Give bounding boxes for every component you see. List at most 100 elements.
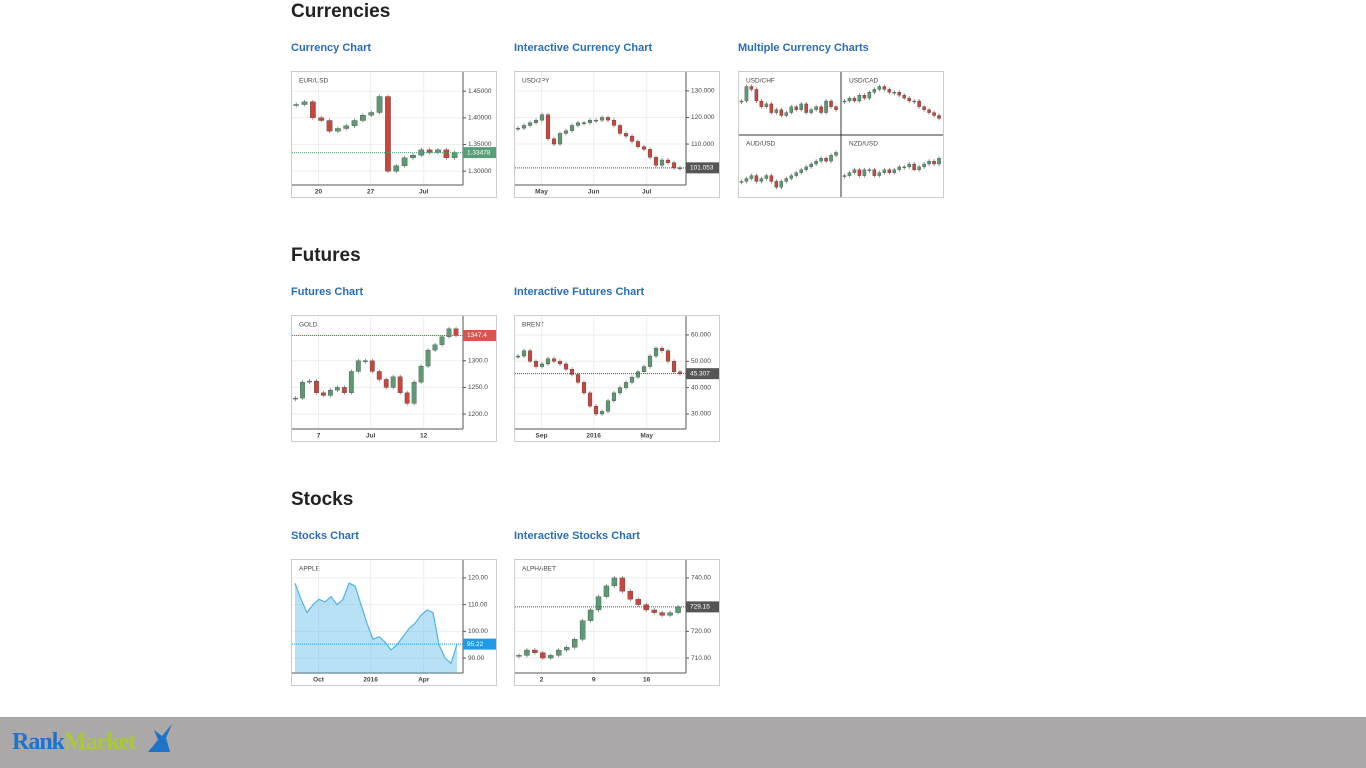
candle: [435, 149, 441, 153]
candle: [779, 109, 784, 116]
candle: [557, 133, 563, 145]
x-tick-label: Jul: [419, 189, 429, 196]
logo[interactable]: RankMarket: [12, 729, 136, 756]
x-tick-label: May: [535, 189, 548, 196]
x-tick-label: Jun: [588, 189, 600, 196]
symbol-label: USD/CHF: [746, 78, 775, 85]
candle: [882, 86, 887, 90]
last-price-label: 101.053: [690, 165, 714, 172]
candle: [360, 115, 366, 121]
y-tick-label: 50.000: [691, 358, 711, 365]
candle: [587, 119, 593, 123]
candle: [824, 100, 828, 113]
chart-link[interactable]: Interactive Futures Chart: [514, 286, 645, 298]
candle: [809, 109, 813, 113]
candle: [619, 577, 626, 592]
chart-thumbnail[interactable]: APPLE 120.00 110.00 100.00 90.00 Oct 2016 Apr 95…: [291, 559, 497, 686]
candle: [362, 360, 368, 362]
symbol-label: GOLD: [299, 322, 318, 329]
chart-link[interactable]: Interactive Currency Chart: [514, 42, 653, 54]
candle: [401, 157, 408, 166]
candle: [635, 371, 641, 378]
chart-link[interactable]: Multiple Currency Charts: [738, 42, 869, 54]
candle: [872, 89, 877, 93]
candle: [665, 350, 671, 362]
candle: [376, 96, 383, 113]
chart-link[interactable]: Stocks Chart: [291, 530, 359, 542]
candle: [809, 163, 813, 168]
chart: GOLD 1300.0 1250.0 1200.0 7 Jul 12 1347.4: [292, 316, 497, 440]
candle: [301, 101, 308, 105]
logo-text: Rank: [12, 729, 65, 755]
candle: [611, 577, 618, 587]
candle: [605, 400, 611, 412]
y-tick-label: 30.000: [691, 411, 711, 418]
x-tick-label: May: [640, 433, 653, 440]
candle: [897, 166, 901, 170]
candle: [593, 119, 599, 122]
candle: [824, 158, 828, 162]
chart-thumbnail[interactable]: USD/JPY 130.000 120.000 110.000 May Jun Jul 101…: [514, 71, 720, 198]
candle: [829, 155, 833, 162]
last-price-label: 729.15: [690, 604, 710, 611]
candle: [595, 596, 602, 611]
last-price-box: [686, 368, 720, 380]
candle: [335, 128, 341, 132]
candle: [759, 178, 764, 182]
candle: [425, 349, 431, 367]
y-tick-label: 1.45000: [468, 88, 492, 95]
chart-thumbnail[interactable]: EUR/USD 1.45000 1.40000 1.35000 1.30000 20 27 J…: [291, 71, 497, 198]
y-tick-label: 110.000: [691, 141, 714, 148]
candle: [410, 155, 416, 158]
candle: [321, 392, 326, 396]
x-tick-label: Apr: [418, 677, 430, 684]
candle: [334, 387, 340, 391]
candle: [779, 181, 784, 188]
candle: [351, 120, 358, 126]
chart-thumbnail[interactable]: BRENT 60.000 50.000 40.000 30.000 Sep 2016 May 4…: [514, 315, 720, 442]
x-tick-label: Jul: [642, 189, 652, 196]
candle: [411, 381, 417, 404]
candle: [539, 363, 545, 367]
candle: [641, 366, 647, 372]
chart-link[interactable]: Futures Chart: [291, 286, 364, 298]
candle: [418, 149, 425, 156]
chart-thumbnail[interactable]: ALPHABET 740.00 720.00 710.00 2 9 16 729.15: [514, 559, 720, 686]
candle: [328, 389, 333, 396]
candle: [804, 166, 808, 170]
candle: [647, 149, 653, 158]
y-tick-label: 1.35000: [468, 141, 492, 148]
candle: [539, 114, 545, 121]
candle: [587, 392, 593, 407]
candle: [432, 344, 438, 351]
chart-thumbnail[interactable]: USD/CHF USD/CAD AUD/USD NZD/USD: [738, 71, 944, 198]
chart-thumbnail[interactable]: GOLD 1300.0 1250.0 1200.0 7 Jul 12 1347.4: [291, 315, 497, 442]
last-price-label: 95.22: [467, 641, 484, 648]
candle: [814, 106, 818, 110]
y-tick-label: 710.00: [691, 655, 711, 662]
candle: [515, 355, 521, 358]
candle: [599, 117, 605, 121]
candle: [922, 106, 926, 110]
candle: [842, 175, 847, 177]
candle: [368, 112, 375, 116]
candle: [635, 599, 641, 605]
candle: [887, 169, 892, 173]
candle: [515, 127, 521, 130]
y-tick-label: 60.000: [691, 332, 711, 339]
candle: [643, 604, 649, 611]
last-price-box: [463, 638, 497, 650]
chart-link[interactable]: Currency Chart: [291, 42, 372, 54]
candle: [307, 380, 312, 383]
candle: [393, 165, 400, 172]
candle: [575, 374, 581, 383]
candle: [749, 86, 754, 90]
candle: [794, 106, 798, 110]
chart-link[interactable]: Interactive Stocks Chart: [514, 530, 640, 542]
y-tick-label: 40.000: [691, 384, 711, 391]
candle: [390, 376, 396, 388]
symbol-label: AUD/USD: [746, 141, 776, 148]
candle: [739, 181, 744, 183]
candle: [862, 169, 867, 176]
candle: [794, 172, 798, 176]
